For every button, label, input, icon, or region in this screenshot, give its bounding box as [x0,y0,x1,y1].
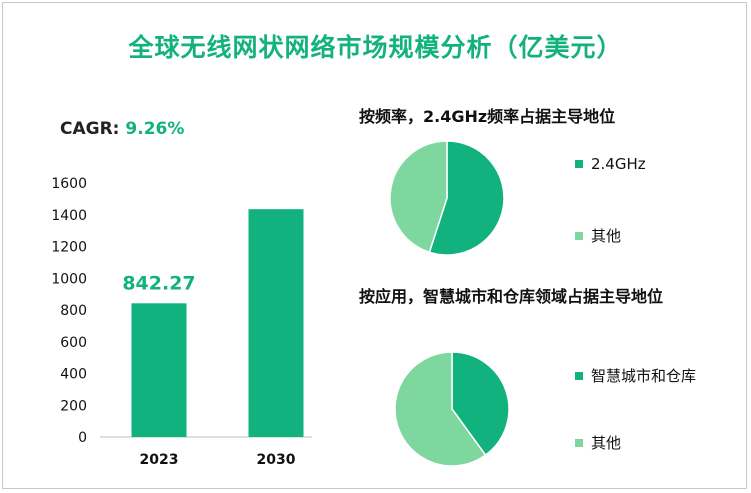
y-tick-label: 800 [60,303,87,319]
y-tick-label: 1400 [51,208,87,224]
pie1-legend-item-0: 2.4GHz [575,155,646,173]
y-tick-label: 200 [60,398,87,414]
pie2-legend-item-0: 智慧城市和仓库 [575,365,696,386]
pie1-legend-label-1: 其他 [591,227,622,245]
bar-2023 [131,303,187,437]
pie2-slice-1 [394,351,487,467]
y-tick-label: 0 [78,430,87,446]
cagr-label: CAGR: 9.26% [60,119,184,139]
y-tick-label: 400 [60,367,87,383]
pie1-legend-swatch-0 [575,160,583,168]
pie2-legend-label-0: 智慧城市和仓库 [591,367,697,385]
pie2-legend-swatch-0 [575,371,583,380]
pie1-legend-swatch-1 [575,231,583,240]
x-tick-label: 2030 [257,452,296,468]
pie1-slice-1 [389,140,448,254]
pie2-title: 按应用，智慧城市和仓库领域占据主导地位 [359,287,664,306]
y-tick-label: 1200 [51,240,87,256]
x-tick-label: 2023 [140,452,179,468]
cagr-label-text: CAGR: [60,119,126,139]
y-tick-label: 1000 [51,271,87,287]
pie1-title: 按频率，2.4GHz频率占据主导地位 [359,107,616,126]
pie2-legend-label-1: 其他 [591,434,622,452]
pie2-legend-item-1: 其他 [575,432,621,453]
y-tick-label: 600 [60,335,87,351]
pie2-slice-0 [451,351,510,457]
bar-2030 [248,209,304,437]
cagr-value: 9.26% [125,119,185,139]
chart-frame [2,2,747,489]
bar-data-label: 842.27 [122,272,195,294]
y-tick-label: 1600 [51,176,87,192]
pie1-slice-0 [428,140,505,256]
pie2-legend-swatch-1 [575,438,583,447]
pie1-legend-label-0: 2.4GHz [591,155,646,173]
pie1-legend-item-1: 其他 [575,225,621,246]
page-title: 全球无线网状网络市场规模分析（亿美元） [128,33,623,62]
